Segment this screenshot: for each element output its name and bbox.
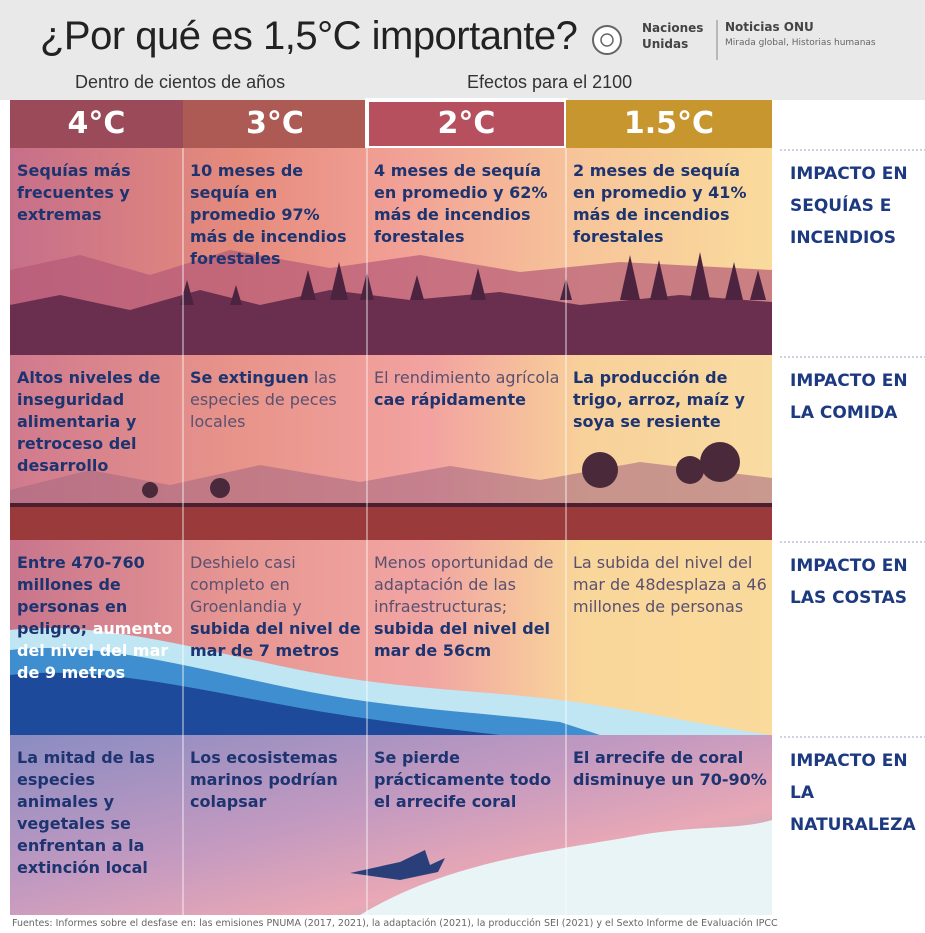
cell-text: La subida del nivel del mar de 48desplaz…: [573, 552, 767, 618]
cell-text: Menos oportunidad de adaptación de las i…: [374, 552, 561, 662]
column-header: 2°C: [367, 100, 566, 148]
cell-text: Se extinguen las especies de peces local…: [190, 367, 362, 433]
text-segment: Menos oportunidad de adaptación de las i…: [374, 553, 554, 616]
cell-text: El arrecife de coral disminuye un 70-90%: [573, 747, 767, 791]
cell-text: Deshielo casi completo en Groenlandia y …: [190, 552, 362, 662]
news-name: Noticias ONU: [725, 20, 814, 34]
column-header: 4°C: [10, 100, 183, 148]
cell-text: El rendimiento agrícola cae rápidamente: [374, 367, 561, 411]
cell-text: La producción de trigo, arroz, maíz y so…: [573, 367, 767, 433]
row-label: IMPACTO EN LAS COSTAS: [790, 550, 920, 614]
footer: Fuentes: Informes sobre el desfase en: l…: [12, 918, 778, 929]
column-header: 3°C: [183, 100, 367, 148]
text-segment: Altos niveles de inseguridad alimentaria…: [17, 368, 161, 475]
text-segment: El arrecife de coral disminuye un 70-90%: [573, 748, 767, 789]
text-segment: La mitad de las especies animales y vege…: [17, 748, 155, 877]
cell-text: Entre 470-760 millones de personas en pe…: [17, 552, 178, 684]
text-segment: El rendimiento agrícola: [374, 368, 559, 387]
text-segment: Se pierde prácticamente todo el arrecife…: [374, 748, 551, 811]
text-segment: 10 meses de sequía en promedio 97% más d…: [190, 161, 347, 268]
title: ¿Por qué es 1,5°C importante?: [40, 14, 577, 59]
subheader: Efectos para el 2100: [467, 72, 632, 93]
text-segment: 2 meses de sequía en promedio y 41% más …: [573, 161, 746, 246]
page: {"header": {"title": "¿Por qué es 1,5°C …: [0, 0, 925, 933]
text-segment: La producción de trigo, arroz, maíz y so…: [573, 368, 745, 431]
row-label: IMPACTO EN SEQUÍAS E INCENDIOS: [790, 158, 920, 254]
tagline: Mirada global, Historias humanas: [725, 38, 876, 48]
text-segment: Los ecosistemas marinos podrían colapsar: [190, 748, 338, 811]
row-label: IMPACTO EN LA COMIDA: [790, 365, 920, 429]
cell-text: Los ecosistemas marinos podrían colapsar: [190, 747, 362, 813]
text-segment: La subida del nivel del mar de 48desplaz…: [573, 553, 767, 616]
text-segment: Se extinguen: [190, 368, 309, 387]
column-header: 1.5°C: [566, 100, 772, 148]
text-segment: subida del nivel del mar de 56cm: [374, 619, 550, 660]
text-segment: cae rápidamente: [374, 390, 526, 409]
cell-text: La mitad de las especies animales y vege…: [17, 747, 178, 879]
text-segment: subida del nivel de mar de 7 metros: [190, 619, 361, 660]
cell-text: 10 meses de sequía en promedio 97% más d…: [190, 160, 362, 270]
text-segment: Deshielo casi completo en Groenlandia y: [190, 553, 302, 616]
org-name: Naciones Unidas: [642, 20, 714, 52]
text-segment: Sequías más frecuentes y extremas: [17, 161, 131, 224]
cell-text: 2 meses de sequía en promedio y 41% más …: [573, 160, 767, 248]
cell-text: Altos niveles de inseguridad alimentaria…: [17, 367, 178, 477]
cell-text: 4 meses de sequía en promedio y 62% más …: [374, 160, 561, 248]
row-label: IMPACTO EN LA NATURALEZA: [790, 745, 920, 841]
cell-text: Se pierde prácticamente todo el arrecife…: [374, 747, 561, 813]
cell-text: Sequías más frecuentes y extremas: [17, 160, 178, 226]
subheader: Dentro de cientos de años: [75, 72, 285, 93]
text-segment: 4 meses de sequía en promedio y 62% más …: [374, 161, 547, 246]
